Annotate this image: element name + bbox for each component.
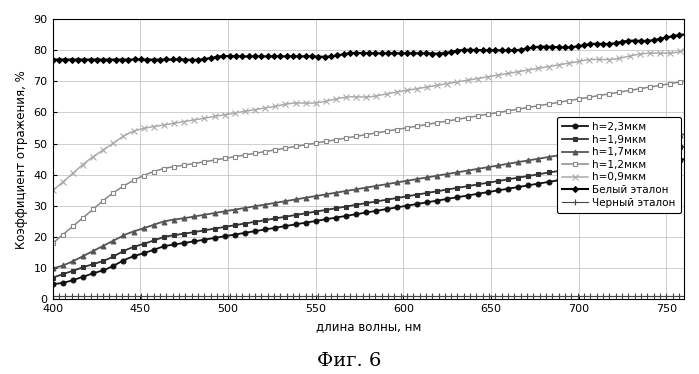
Белый эталон: [567, 45, 575, 49]
Line: h=1,7мкм: h=1,7мкм: [50, 132, 686, 271]
h=1,2мкм: [665, 82, 673, 86]
X-axis label: длина волны, нм: длина волны, нм: [315, 320, 421, 333]
h=1,2мкм: [680, 79, 689, 83]
Line: Белый эталон: Белый эталон: [50, 33, 686, 62]
h=1,9мкм: [424, 190, 433, 195]
Белый эталон: [190, 58, 199, 62]
h=2,3мкм: [391, 205, 400, 210]
Черный эталон: [568, 294, 577, 298]
h=1,2мкм: [48, 241, 57, 246]
Черный эталон: [426, 294, 435, 298]
Белый эталон: [48, 57, 57, 62]
h=0,9мкм: [680, 48, 689, 52]
Line: Черный эталон: Черный эталон: [50, 294, 687, 299]
h=1,7мкм: [48, 266, 57, 270]
h=1,9мкм: [566, 167, 575, 171]
h=1,9мкм: [352, 203, 361, 207]
Черный эталон: [48, 294, 57, 298]
h=1,2мкм: [352, 134, 361, 138]
h=0,9мкм: [390, 90, 398, 95]
h=2,3мкм: [48, 282, 57, 286]
h=0,9мкм: [566, 61, 575, 65]
Черный эталон: [354, 294, 363, 298]
h=2,3мкм: [666, 159, 675, 164]
Черный эталон: [53, 294, 62, 298]
h=1,2мкм: [424, 122, 433, 126]
h=2,3мкм: [680, 157, 689, 162]
Белый эталон: [350, 51, 358, 55]
Белый эталон: [426, 51, 434, 56]
h=1,9мкм: [390, 196, 398, 201]
h=2,3мкм: [353, 212, 361, 216]
Line: h=1,2мкм: h=1,2мкм: [50, 79, 686, 246]
Белый эталон: [680, 32, 689, 37]
Белый эталон: [391, 51, 400, 55]
h=0,9мкм: [424, 85, 433, 89]
Text: Фиг. 6: Фиг. 6: [317, 352, 382, 370]
h=2,3мкм: [50, 282, 58, 286]
Legend: h=2,3мкм, h=1,9мкм, h=1,7мкм, h=1,2мкм, h=0,9мкм, Белый эталон, Черный эталон: h=2,3мкм, h=1,9мкм, h=1,7мкм, h=1,2мкм, …: [557, 117, 681, 213]
h=0,9мкм: [48, 188, 57, 193]
Белый эталон: [666, 34, 675, 39]
Line: h=0,9мкм: h=0,9мкм: [50, 47, 687, 193]
h=0,9мкм: [352, 95, 361, 99]
h=1,2мкм: [390, 128, 398, 132]
Y-axis label: Коэффициент отражения, %: Коэффициент отражения, %: [15, 70, 28, 249]
h=1,7мкм: [665, 135, 673, 139]
Черный эталон: [680, 294, 689, 298]
Line: h=1,9мкм: h=1,9мкм: [50, 144, 686, 280]
h=2,3мкм: [350, 212, 358, 217]
h=0,9мкм: [665, 51, 673, 55]
h=1,7мкм: [390, 181, 398, 185]
h=1,9мкм: [348, 203, 356, 208]
h=2,3мкм: [426, 200, 434, 204]
Черный эталон: [393, 294, 401, 298]
Черный эталон: [78, 294, 86, 298]
h=2,3мкм: [567, 176, 575, 180]
h=1,9мкм: [48, 275, 57, 280]
h=1,7мкм: [566, 151, 575, 156]
Белый эталон: [353, 51, 361, 55]
h=1,7мкм: [352, 187, 361, 191]
h=1,2мкм: [348, 135, 356, 139]
Line: h=2,3мкм: h=2,3мкм: [50, 157, 686, 286]
h=1,7мкм: [424, 175, 433, 180]
h=0,9мкм: [348, 95, 356, 99]
h=1,7мкм: [348, 188, 356, 192]
h=1,9мкм: [665, 147, 673, 151]
Черный эталон: [667, 294, 675, 298]
h=1,7мкм: [680, 132, 689, 137]
Черный эталон: [351, 294, 359, 298]
h=1,2мкм: [566, 98, 575, 102]
h=1,9мкм: [680, 144, 689, 149]
